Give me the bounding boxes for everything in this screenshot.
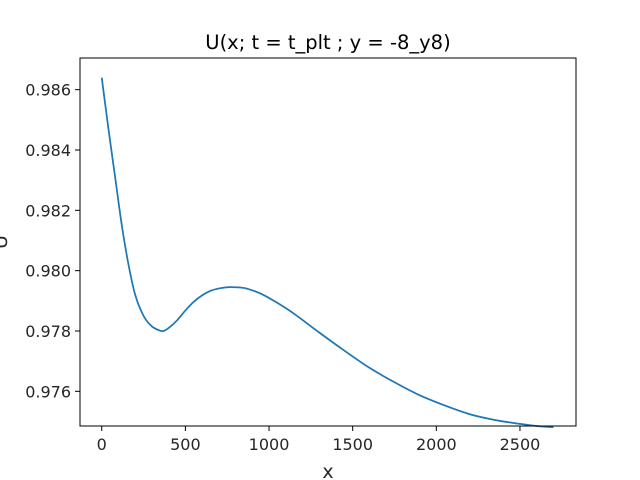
series-line: [100, 77, 554, 429]
chart-title: U(x; t = t_plt ; y = -8_y8): [205, 31, 450, 54]
y-tick-label: 0.984: [25, 141, 71, 160]
x-tick-label: 0: [97, 435, 107, 454]
x-tick-label: 2000: [416, 435, 457, 454]
y-tick-label: 0.986: [25, 81, 71, 100]
x-tick-label: 1000: [249, 435, 290, 454]
x-tick-label: 2500: [500, 435, 541, 454]
plot-area: [100, 77, 554, 429]
ticks: 0 500 1000 1500 2000 2500 0.976 0.978 0.980 0.982…: [25, 81, 540, 454]
axes-frame: [79, 57, 577, 427]
y-tick-label: 0.982: [25, 201, 71, 220]
y-tick-label: 0.980: [25, 262, 71, 281]
y-tick-label: 0.976: [25, 382, 71, 401]
y-tick-label: 0.978: [25, 322, 71, 341]
x-tick-label: 1500: [332, 435, 373, 454]
y-axis-label: U: [0, 235, 12, 249]
x-tick-label: 500: [170, 435, 201, 454]
x-axis-label: x: [322, 461, 333, 480]
